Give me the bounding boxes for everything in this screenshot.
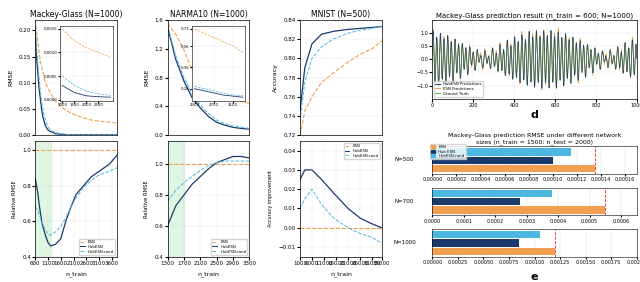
Text: d: d [531, 110, 538, 120]
Title: Mackey-Glass (N=1000): Mackey-Glass (N=1000) [30, 10, 122, 19]
Bar [433, 190, 552, 197]
X-axis label: n_train: n_train [330, 271, 352, 277]
Legend: ESN, HubESN, HubESN-rand: ESN, HubESN, HubESN-rand [79, 239, 115, 255]
Legend: ESN, Hub ESN, HubESN-rand: ESN, Hub ESN, HubESN-rand [430, 144, 466, 159]
Bar [433, 198, 520, 205]
Y-axis label: Relative RMSE: Relative RMSE [144, 180, 149, 218]
Bar [433, 165, 595, 172]
Bar [433, 239, 519, 247]
X-axis label: n_train: n_train [65, 271, 87, 277]
Title: MNIST (N=500): MNIST (N=500) [311, 10, 371, 19]
Y-axis label: RMSE: RMSE [144, 69, 149, 86]
X-axis label: n_train: n_train [198, 271, 220, 277]
Y-axis label: RMSE: RMSE [8, 69, 13, 86]
Y-axis label: N=1000: N=1000 [393, 240, 416, 245]
Bar [433, 206, 605, 214]
Y-axis label: Accuracy improvement: Accuracy improvement [268, 170, 273, 227]
Title: Mackey-Glass prediction result (n_train = 600; N=1000): Mackey-Glass prediction result (n_train … [436, 12, 633, 19]
Bar [433, 231, 540, 238]
Legend: ESN, HubESN, HubESN-rand: ESN, HubESN, HubESN-rand [344, 143, 380, 159]
Bar [168, 133, 184, 272]
Y-axis label: Relative RMSE: Relative RMSE [12, 180, 17, 218]
Title: NARMA10 (N=1000): NARMA10 (N=1000) [170, 10, 247, 19]
Bar [35, 114, 51, 274]
Legend: ESN, HubESN, HubESN-rand: ESN, HubESN, HubESN-rand [211, 239, 248, 255]
Y-axis label: N=700: N=700 [395, 199, 414, 204]
Text: e: e [531, 272, 538, 282]
Legend: HubESN Predictions, ESN Predictions, Ground Truth: HubESN Predictions, ESN Predictions, Gro… [435, 81, 483, 97]
Title: Mackey-Glass prediction RMSE under different network
sizes (n_train = 1500; n_te: Mackey-Glass prediction RMSE under diffe… [448, 133, 621, 145]
Bar [433, 148, 571, 155]
Y-axis label: N=500: N=500 [395, 157, 414, 162]
Y-axis label: Accuracy: Accuracy [273, 63, 278, 92]
Bar [433, 157, 552, 164]
Bar [433, 248, 555, 255]
